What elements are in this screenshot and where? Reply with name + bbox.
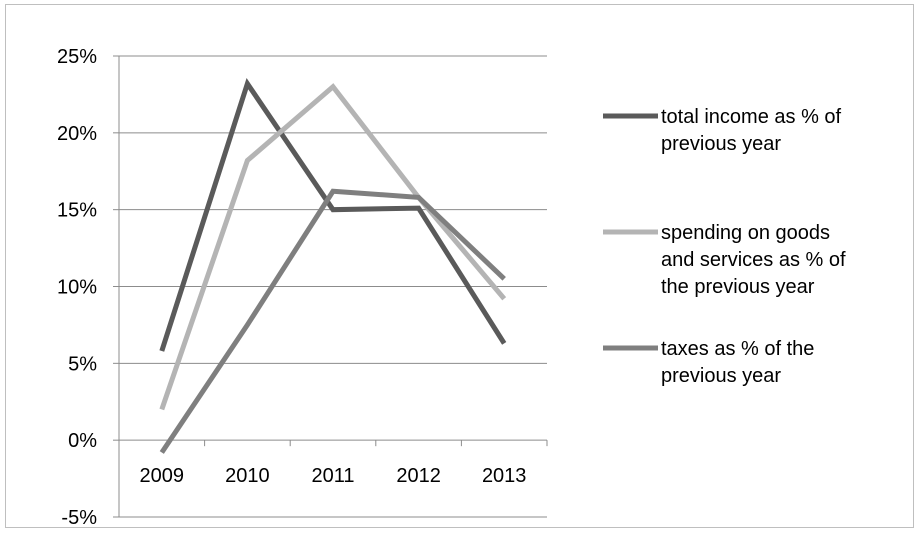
x-tick-label: 2009 bbox=[140, 465, 185, 487]
line-chart: 25% 20% 15% 10% 5% 0% -5% 2009 2010 2011 2012 2013 t… bbox=[57, 46, 846, 529]
series-line-3 bbox=[159, 188, 506, 454]
series-line-1 bbox=[159, 78, 507, 352]
legend-label: spending on goods bbox=[661, 222, 830, 244]
x-tick-label: 2013 bbox=[482, 465, 527, 487]
y-tick-label: 10% bbox=[57, 277, 97, 299]
y-tick-label: 15% bbox=[57, 200, 97, 222]
legend-label: taxes as % of the bbox=[661, 338, 814, 360]
x-tick-label: 2011 bbox=[311, 465, 354, 487]
legend-label: the previous year bbox=[661, 276, 815, 298]
y-tick-label: 5% bbox=[68, 353, 97, 375]
x-tick-label: 2010 bbox=[225, 465, 270, 487]
y-tick-label: 25% bbox=[57, 46, 97, 68]
legend-label: total income as % of bbox=[661, 106, 842, 128]
legend-label: previous year bbox=[661, 365, 781, 387]
series-line-2 bbox=[159, 83, 507, 411]
chart-frame: 25% 20% 15% 10% 5% 0% -5% 2009 2010 2011 2012 2013 t… bbox=[5, 4, 914, 529]
legend-label: and services as % of bbox=[661, 249, 846, 271]
y-tick-label: 20% bbox=[57, 123, 97, 145]
legend-label: previous year bbox=[661, 133, 781, 155]
y-tick-label: -5% bbox=[61, 507, 97, 529]
x-tick-label: 2012 bbox=[396, 465, 441, 487]
y-tick-label: 0% bbox=[68, 430, 97, 452]
